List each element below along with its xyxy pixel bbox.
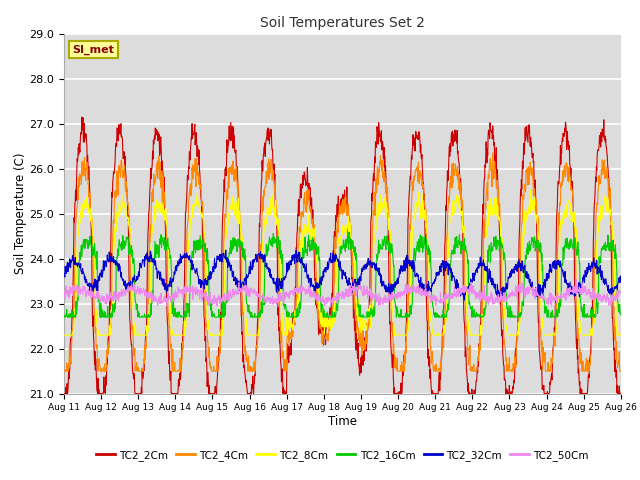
Text: SI_met: SI_met	[72, 44, 114, 55]
X-axis label: Time: Time	[328, 415, 357, 428]
Y-axis label: Soil Temperature (C): Soil Temperature (C)	[13, 153, 27, 275]
Title: Soil Temperatures Set 2: Soil Temperatures Set 2	[260, 16, 425, 30]
Legend: TC2_2Cm, TC2_4Cm, TC2_8Cm, TC2_16Cm, TC2_32Cm, TC2_50Cm: TC2_2Cm, TC2_4Cm, TC2_8Cm, TC2_16Cm, TC2…	[92, 445, 593, 465]
